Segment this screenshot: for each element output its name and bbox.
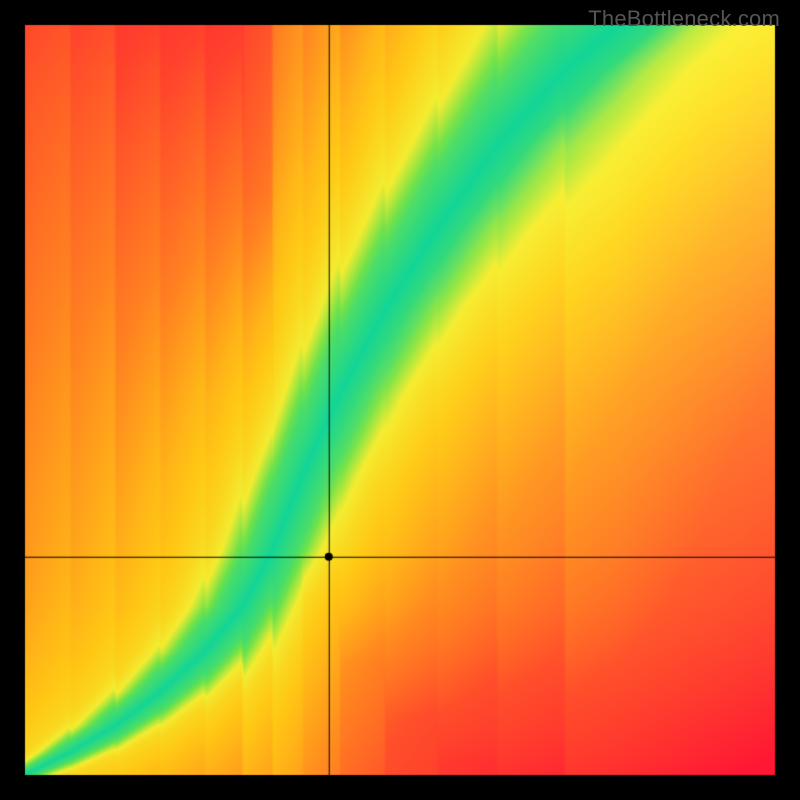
watermark-text: TheBottleneck.com	[588, 6, 780, 32]
bottleneck-heatmap	[0, 0, 800, 800]
